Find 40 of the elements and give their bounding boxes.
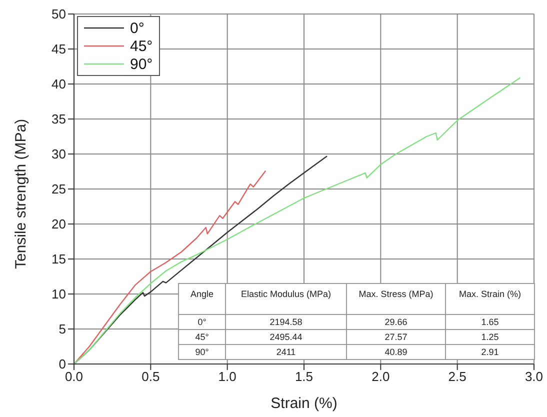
y-tick-label: 10 [52, 286, 66, 302]
annotation: 2.91 [446, 344, 534, 360]
x-tick-label: 2.0 [372, 369, 390, 384]
annotation: Elastic Modulus (MPa) [226, 284, 346, 314]
x-tick-label: 0.0 [64, 369, 84, 384]
annotation: 40.89 [346, 344, 446, 360]
y-tick-label: 5 [58, 322, 66, 337]
legend-label: 45° [130, 38, 153, 54]
y-tick-label: 0 [58, 356, 66, 372]
annotation: Max. Strain (%) [446, 284, 534, 314]
x-tick-label: 1.5 [294, 369, 314, 384]
y-tick-label: 30 [52, 146, 66, 162]
annotation: 2194.58 [226, 314, 346, 330]
legend-label: 0° [130, 20, 144, 36]
line-series [74, 170, 266, 364]
x-axis-title: Strain (%) [270, 395, 338, 412]
y-tick-label: 15 [52, 252, 66, 267]
y-axis-title: Tensile strength (MPa) [12, 118, 30, 269]
y-tick-label: 50 [52, 6, 66, 22]
y-tick-label: 40 [52, 76, 66, 92]
y-tick-label: 25 [52, 182, 66, 197]
y-tick-label: 35 [52, 112, 66, 127]
x-tick-label: 3.0 [524, 369, 544, 384]
y-tick-label: 20 [52, 216, 66, 232]
annotation: 1.25 [446, 330, 534, 344]
annotation: 1.65 [446, 314, 534, 330]
y-tick-label: 45 [52, 42, 66, 57]
annotation: 45° [178, 330, 226, 344]
annotation: 29.66 [346, 314, 446, 330]
annotation: 0° [178, 314, 226, 330]
legend-label: 90° [130, 56, 153, 72]
x-tick-label: 0.5 [142, 369, 160, 384]
annotation: Max. Stress (MPa) [346, 284, 446, 314]
annotation: 2495.44 [226, 330, 346, 344]
x-tick-label: 1.0 [218, 369, 236, 384]
annotation: 90° [178, 344, 226, 360]
x-tick-label: 2.5 [448, 369, 466, 384]
annotation: 2411 [226, 344, 346, 360]
annotation: 27.57 [346, 330, 446, 344]
annotation: Angle [178, 284, 226, 314]
